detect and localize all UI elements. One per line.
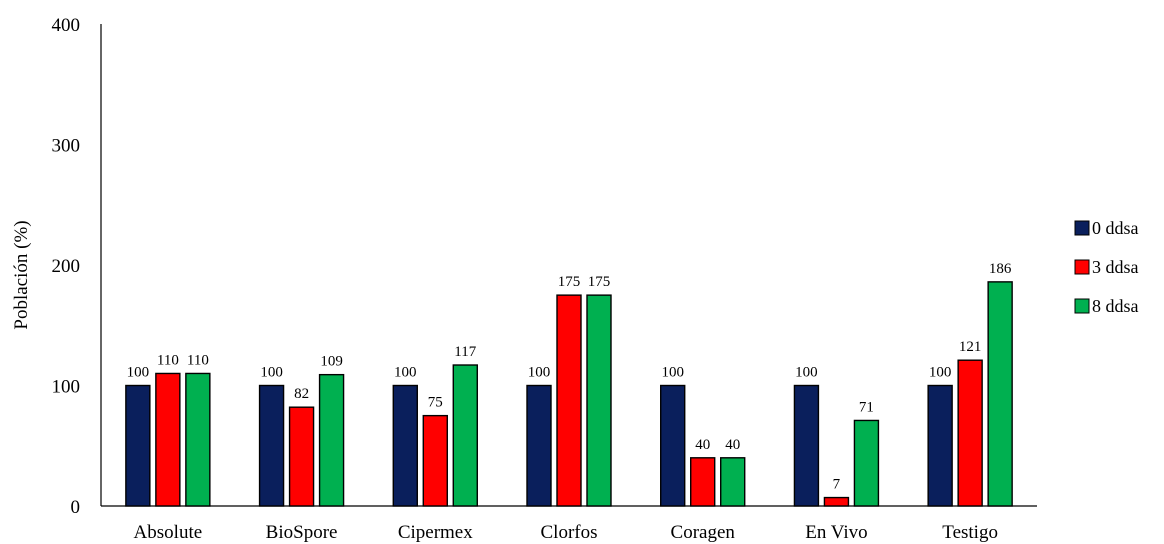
data-label: 100 <box>929 365 952 381</box>
category-label: Clorfos <box>541 522 598 543</box>
bar-clorfos-0-ddsa <box>526 384 552 507</box>
data-label: 100 <box>260 365 283 381</box>
legend-label: 0 ddsa <box>1092 218 1139 238</box>
legend: 0 ddsa 3 ddsa 8 ddsa <box>1074 218 1139 316</box>
data-label: 109 <box>320 354 343 370</box>
bar-en-vivo-0-ddsa <box>793 384 820 507</box>
bar-absolute-0-ddsa <box>125 384 151 507</box>
data-label: 7 <box>833 477 841 493</box>
data-label: 110 <box>187 352 209 368</box>
data-label: 175 <box>558 274 581 290</box>
data-label: 100 <box>661 365 684 381</box>
bar-testigo-8-ddsa <box>987 281 1013 507</box>
bar-testigo-0-ddsa <box>927 384 953 507</box>
category-label: Cipermex <box>398 522 473 543</box>
data-label: 40 <box>725 437 740 453</box>
data-label: 186 <box>989 261 1012 277</box>
bar-en-vivo-3-ddsa <box>823 496 850 507</box>
bar-biospore-8-ddsa <box>318 373 345 507</box>
data-label: 121 <box>959 339 982 355</box>
bar-biospore-3-ddsa <box>288 406 315 507</box>
category-label: En Vivo <box>805 522 867 543</box>
y-tick-label: 200 <box>52 256 81 277</box>
bar-coragen-3-ddsa <box>690 457 716 507</box>
category-label: Testigo <box>942 522 998 543</box>
y-tick-label: 300 <box>52 136 81 157</box>
data-label: 82 <box>294 386 309 402</box>
data-label: 100 <box>528 365 551 381</box>
bar-cipermex-3-ddsa <box>422 414 448 507</box>
category-labels-group: Absolute BioSpore Cipermex Clorfos Coragen En… <box>134 522 998 543</box>
bar-biospore-0-ddsa <box>258 384 285 507</box>
legend-swatch <box>1074 259 1090 275</box>
category-label: BioSpore <box>266 522 338 543</box>
y-tick-label: 400 <box>52 15 81 36</box>
y-axis-title: Población (%) <box>11 220 32 329</box>
bar-cipermex-0-ddsa <box>392 384 418 507</box>
legend-label: 3 ddsa <box>1092 257 1139 277</box>
data-labels-group: 100 110 110 100 82 109 100 75 117 100 175 175 100 40 4… <box>127 261 1012 493</box>
legend-swatch <box>1074 220 1090 236</box>
data-label: 71 <box>859 399 874 415</box>
data-label: 100 <box>795 365 818 381</box>
bar-clorfos-3-ddsa <box>556 294 582 507</box>
data-label: 100 <box>127 365 150 381</box>
legend-label: 8 ddsa <box>1092 296 1139 316</box>
data-label: 75 <box>428 395 443 411</box>
bar-coragen-0-ddsa <box>660 384 686 507</box>
legend-swatch <box>1074 298 1090 314</box>
data-label: 40 <box>695 437 710 453</box>
bars-group <box>125 281 1013 507</box>
bar-cipermex-8-ddsa <box>452 364 478 507</box>
bar-clorfos-8-ddsa <box>586 294 612 507</box>
bar-en-vivo-8-ddsa <box>853 419 880 507</box>
category-label: Absolute <box>134 522 203 543</box>
data-label: 100 <box>394 365 417 381</box>
bar-absolute-8-ddsa <box>185 372 211 507</box>
category-label: Coragen <box>671 522 736 543</box>
data-label: 175 <box>588 274 611 290</box>
y-tick-label: 100 <box>52 377 81 398</box>
data-label: 110 <box>157 352 179 368</box>
bar-coragen-8-ddsa <box>720 457 746 507</box>
bar-testigo-3-ddsa <box>957 359 983 507</box>
y-tick-label: 0 <box>71 497 81 518</box>
data-label: 117 <box>454 344 476 360</box>
bar-absolute-3-ddsa <box>155 372 181 507</box>
y-axis-ticks: 0 100 200 300 400 <box>52 15 81 518</box>
